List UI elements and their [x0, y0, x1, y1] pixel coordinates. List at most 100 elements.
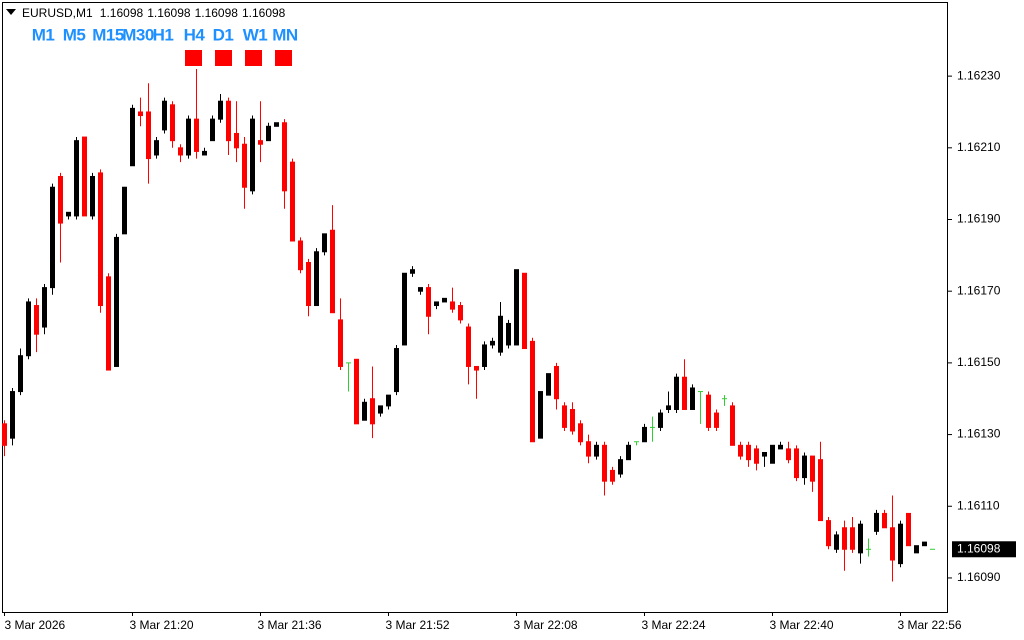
- candle-body: [146, 111, 151, 160]
- candle-body: [594, 444, 599, 457]
- candle-body: [770, 444, 775, 464]
- indicator-square: [245, 50, 262, 66]
- candle-body: [170, 104, 175, 142]
- candle-body: [42, 287, 47, 328]
- candle-body: [914, 545, 919, 554]
- header-high: 1.16098: [147, 6, 191, 20]
- candle-body: [610, 469, 615, 482]
- x-tick-label: 3 Mar 2026: [5, 618, 66, 632]
- candle-body: [186, 118, 191, 156]
- symbol: EURUSD,M1: [22, 6, 93, 20]
- y-tick-label: 1.16110: [957, 498, 1000, 512]
- timeframe-button[interactable]: M1: [32, 25, 55, 44]
- candle-body: [530, 340, 535, 443]
- candle-body: [482, 344, 487, 367]
- candle-body: [746, 444, 751, 461]
- candle-body: [298, 240, 303, 271]
- candle-body: [682, 376, 687, 410]
- last-price-box: [952, 541, 1016, 558]
- timeframe-button[interactable]: H4: [184, 25, 206, 44]
- candle-body: [106, 276, 111, 371]
- candle-body: [450, 301, 455, 310]
- candle-body: [850, 527, 855, 550]
- timeframe-button[interactable]: M30: [122, 25, 154, 44]
- candle-body: [778, 444, 783, 450]
- candle-body: [10, 391, 15, 439]
- candle-body: [514, 269, 519, 346]
- timeframe-button[interactable]: H1: [153, 25, 174, 44]
- candle-body: [290, 161, 295, 242]
- candle-body: [706, 394, 711, 428]
- candle-body: [474, 365, 479, 371]
- candle-body: [258, 140, 263, 145]
- candle-body: [658, 412, 663, 428]
- candle-body: [194, 118, 199, 152]
- candle-body: [858, 523, 863, 554]
- candle-body: [554, 365, 559, 400]
- chart-header: EURUSD,M1 1.16098 1.16098 1.16098 1.16098: [22, 6, 286, 20]
- candle-body: [394, 348, 399, 393]
- candle-body: [922, 541, 927, 547]
- x-tick-label: 3 Mar 22:08: [514, 618, 578, 632]
- candle-body: [314, 251, 319, 307]
- x-tick-label: 3 Mar 22:56: [898, 618, 962, 632]
- candle-body: [930, 548, 935, 550]
- candle-body: [418, 287, 423, 292]
- x-tick-label: 3 Mar 22:24: [642, 618, 706, 632]
- candle-body: [506, 322, 511, 346]
- candle-body: [306, 262, 311, 307]
- candle-body: [410, 269, 415, 274]
- menu-triangle[interactable]: [6, 9, 16, 15]
- candle-body: [18, 355, 23, 393]
- candle-body: [522, 272, 527, 350]
- candle-body: [738, 444, 743, 457]
- candle-body: [674, 376, 679, 410]
- candle-body: [466, 326, 471, 367]
- candle-body: [546, 373, 551, 396]
- candle-body: [234, 132, 239, 149]
- candle-body: [346, 362, 351, 364]
- candle-body: [114, 236, 119, 367]
- candle-body: [794, 448, 799, 479]
- candle-body: [274, 122, 279, 127]
- candle-body: [650, 426, 655, 428]
- timeframe-button[interactable]: M5: [63, 25, 86, 44]
- timeframe-button[interactable]: W1: [243, 25, 268, 44]
- candle-body: [242, 143, 247, 188]
- candle-body: [362, 401, 367, 421]
- timeframe-button[interactable]: M15: [92, 25, 124, 44]
- candle-body: [666, 405, 671, 410]
- candle-body: [570, 408, 575, 432]
- candle-body: [882, 512, 887, 529]
- candle-body: [34, 305, 39, 335]
- candle-body: [250, 118, 255, 192]
- y-tick-label: 1.16150: [957, 355, 1001, 369]
- candle-body: [154, 140, 159, 156]
- candle-body: [730, 405, 735, 446]
- candle-body: [874, 512, 879, 532]
- y-tick-label: 1.16190: [957, 212, 1001, 226]
- candle-body: [442, 297, 447, 303]
- candle-body: [498, 315, 503, 353]
- y-tick-label: 1.16090: [957, 570, 1001, 584]
- candle-body: [138, 111, 143, 117]
- candle-body: [842, 527, 847, 550]
- candle-body: [90, 175, 95, 217]
- header-low: 1.16098: [195, 6, 239, 20]
- candle-body: [826, 520, 831, 547]
- candle-body: [818, 459, 823, 522]
- timeframe-button[interactable]: D1: [213, 25, 234, 44]
- timeframe-button[interactable]: MN: [272, 25, 298, 44]
- candle-body: [698, 391, 703, 393]
- candle-body: [754, 448, 759, 464]
- candle-body: [338, 319, 343, 367]
- candle-body: [562, 405, 567, 428]
- candle-body: [2, 423, 7, 446]
- candle-body: [354, 358, 359, 425]
- y-tick-label: 1.16170: [957, 283, 1001, 297]
- candle-body: [810, 455, 815, 482]
- candle-body: [906, 512, 911, 547]
- candle-body: [690, 387, 695, 410]
